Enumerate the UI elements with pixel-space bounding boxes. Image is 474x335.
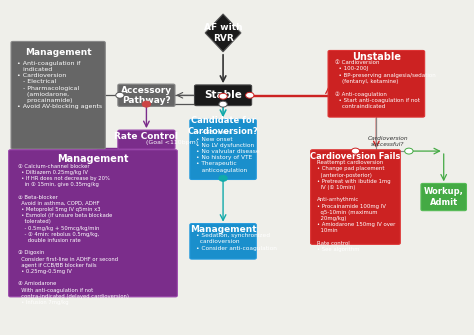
Text: Workup,
Admit: Workup, Admit <box>424 187 464 207</box>
Text: Management: Management <box>57 154 129 164</box>
Text: ① Cardioversion
  • 100-200J
  • BP-preserving analgesia/sedation
    (fentanyl,: ① Cardioversion • 100-200J • BP-preservi… <box>335 60 435 109</box>
Circle shape <box>116 92 124 98</box>
FancyBboxPatch shape <box>194 85 252 106</box>
Circle shape <box>219 176 227 181</box>
FancyBboxPatch shape <box>9 150 177 297</box>
FancyBboxPatch shape <box>118 84 175 107</box>
Circle shape <box>246 92 254 98</box>
Text: Unstable: Unstable <box>352 52 401 62</box>
Text: • <48 hours
• New onset
• No LV dysfunction
• No valvular disease
• No history o: • <48 hours • New onset • No LV dysfunct… <box>196 130 260 173</box>
Circle shape <box>351 148 360 154</box>
Text: • Anti-coagulation if
   indicated
• Cardioversion
   - Electrical
   - Pharmaco: • Anti-coagulation if indicated • Cardio… <box>17 61 102 109</box>
Text: Cardioversion Fails: Cardioversion Fails <box>310 151 401 160</box>
FancyBboxPatch shape <box>190 119 256 180</box>
Text: Accessory
Pathway?: Accessory Pathway? <box>121 85 172 105</box>
Text: Rate Control: Rate Control <box>114 132 178 141</box>
Text: ① Calcium-channel blocker
  • Diltiazem 0.25mg/kg IV
  • If HR does not decrease: ① Calcium-channel blocker • Diltiazem 0.… <box>18 163 129 305</box>
Text: Candidate for
Cardioversion?: Candidate for Cardioversion? <box>188 116 258 135</box>
Text: Management: Management <box>25 48 91 57</box>
Text: • Sedation, synchronized
  cardioversion
• Consider anti-coagulation: • Sedation, synchronized cardioversion •… <box>196 233 277 251</box>
Text: Stable: Stable <box>204 90 242 100</box>
FancyBboxPatch shape <box>310 150 400 244</box>
FancyBboxPatch shape <box>421 184 466 211</box>
Circle shape <box>219 93 227 99</box>
Circle shape <box>219 101 227 107</box>
Text: Management: Management <box>190 225 256 234</box>
Text: (Goal <110bpm): (Goal <110bpm) <box>146 140 199 145</box>
Polygon shape <box>205 14 241 52</box>
FancyBboxPatch shape <box>190 224 256 259</box>
FancyBboxPatch shape <box>118 130 175 149</box>
Circle shape <box>142 101 151 107</box>
Circle shape <box>405 148 413 154</box>
FancyBboxPatch shape <box>11 42 105 149</box>
FancyBboxPatch shape <box>328 51 425 117</box>
Text: Cardioversion
successful?: Cardioversion successful? <box>368 136 408 147</box>
Text: Reattempt cardioversion
• Change pad placement
  (anterior-posterior)
• Pretreat: Reattempt cardioversion • Change pad pla… <box>318 160 396 252</box>
Text: AF with
RVR: AF with RVR <box>204 23 242 43</box>
